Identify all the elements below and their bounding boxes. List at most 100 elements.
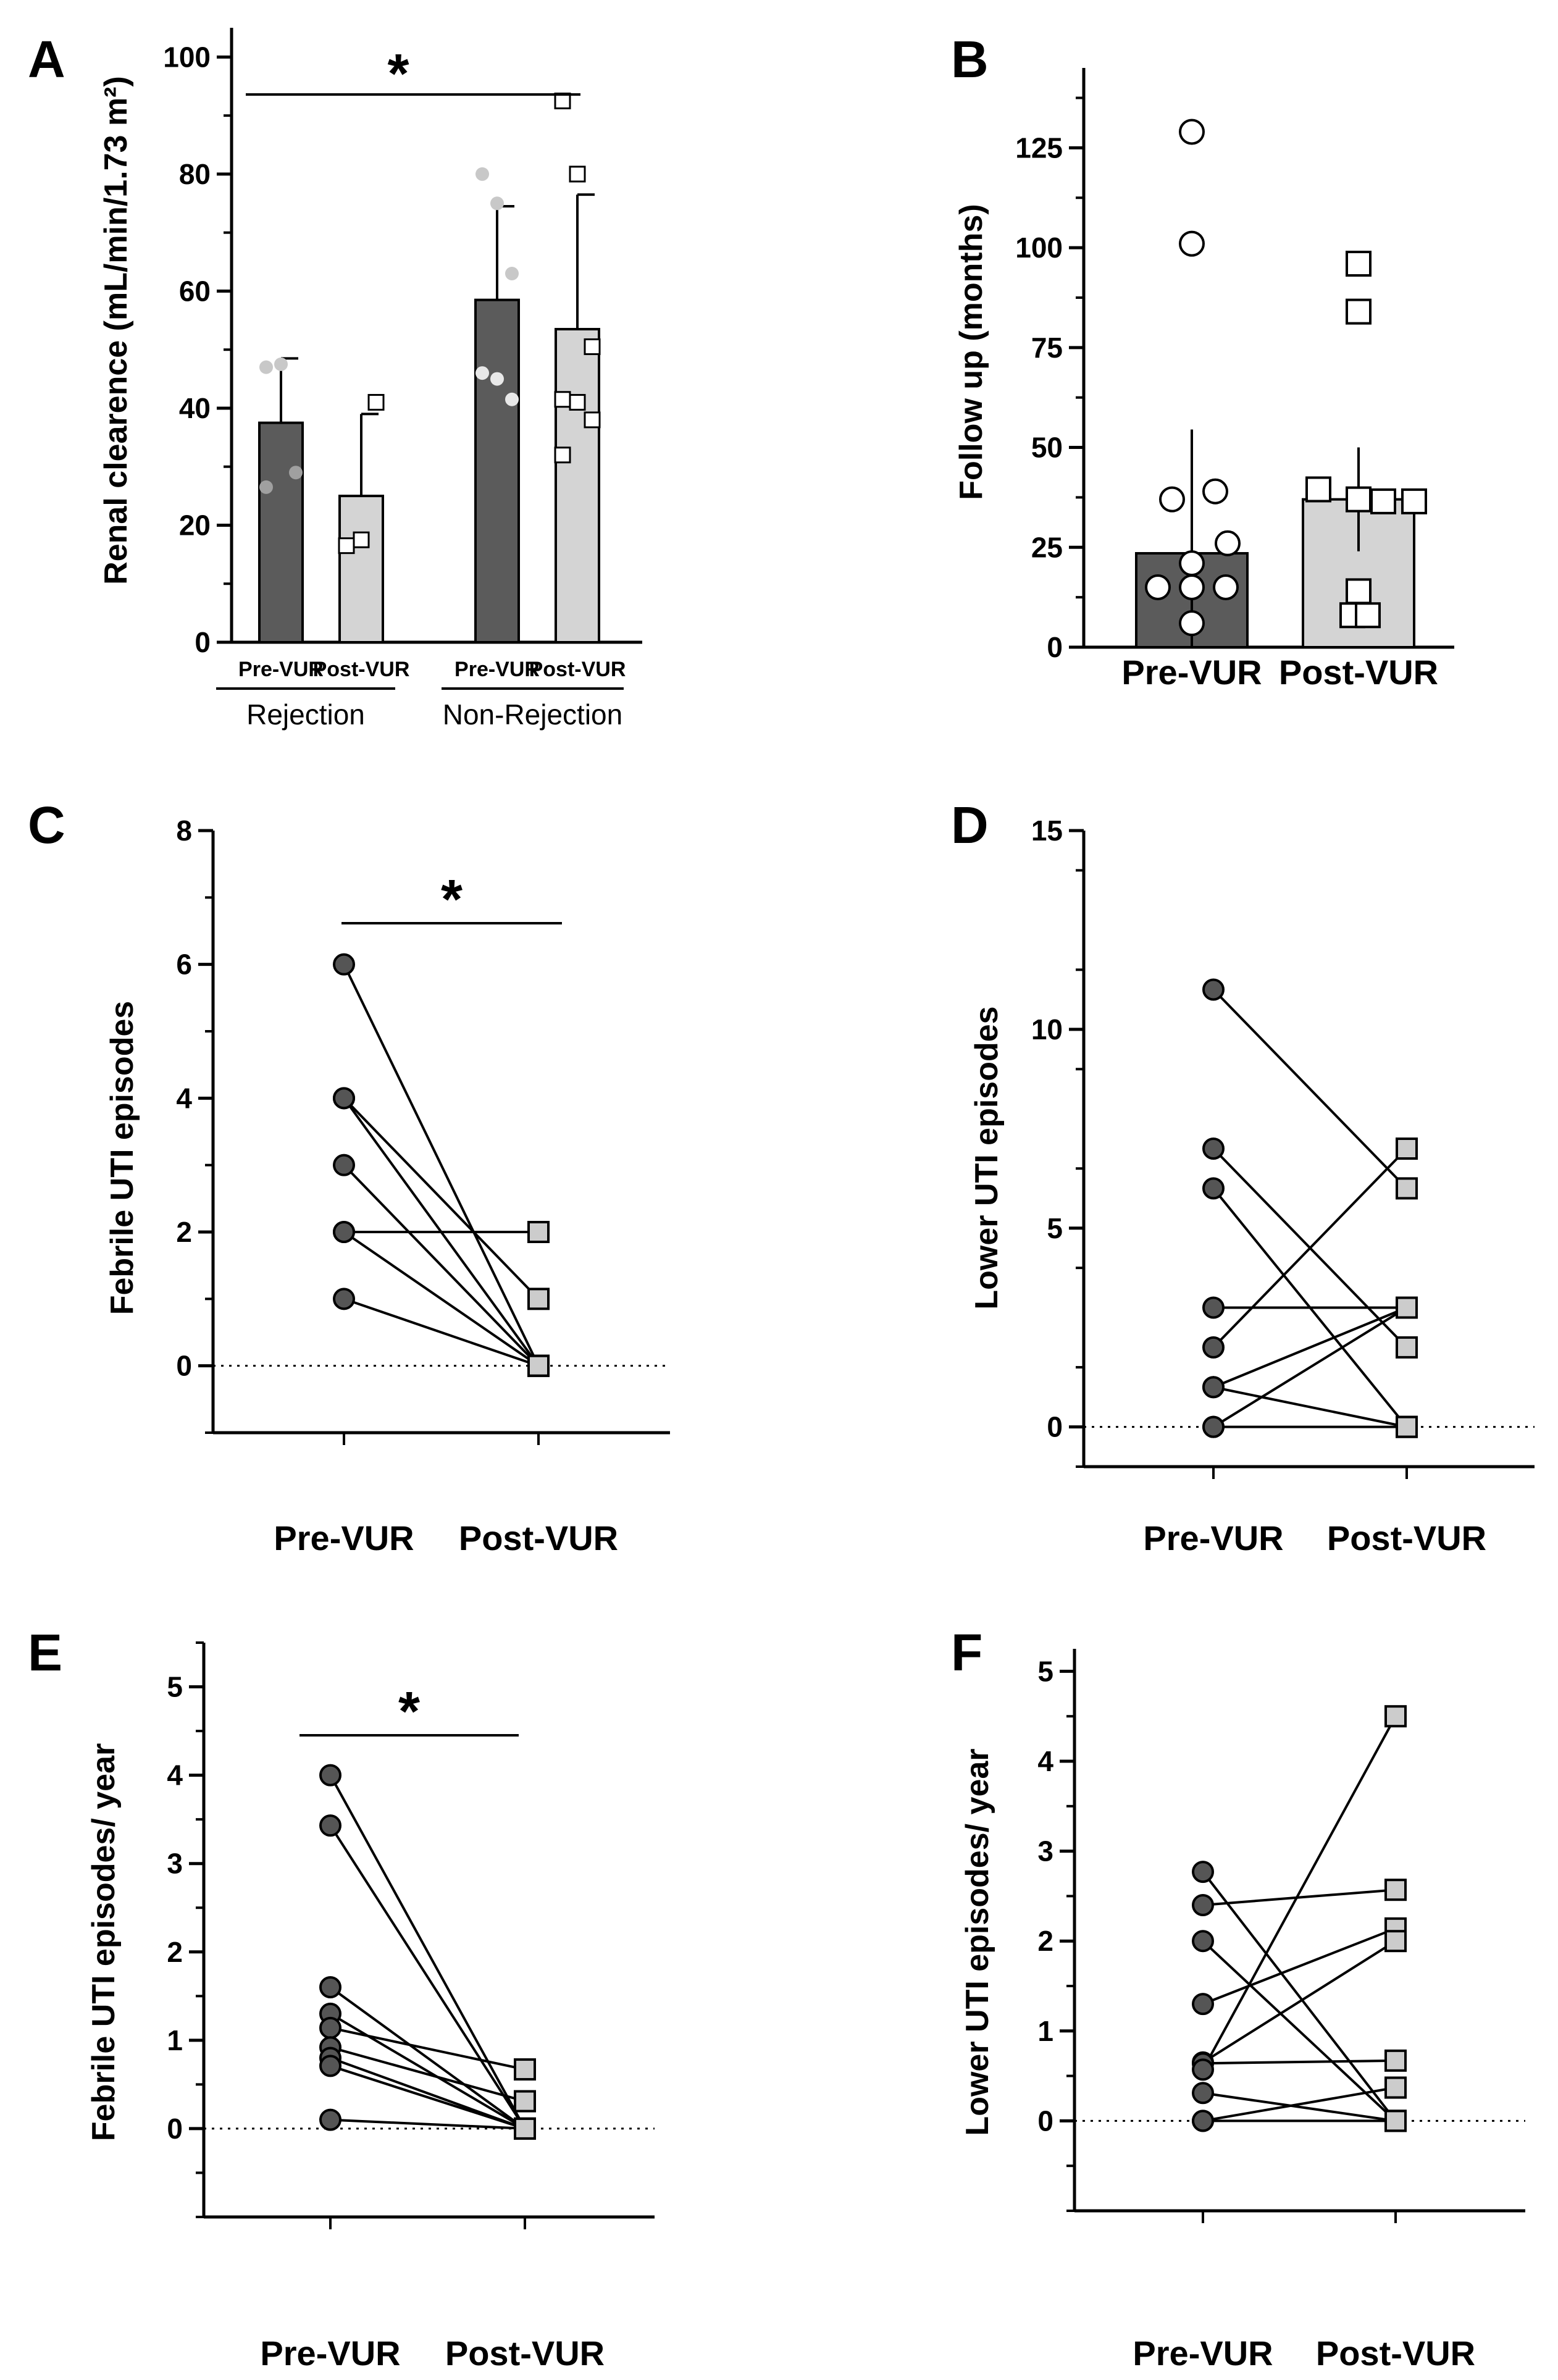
bar (258, 421, 304, 644)
data-point (569, 166, 586, 183)
y-tick-label: 8 (176, 815, 192, 847)
y-tick-label: 5 (1037, 1655, 1053, 1687)
data-point (338, 537, 355, 555)
pair-line (1202, 2092, 1396, 2122)
data-point (475, 167, 489, 181)
pre-point (1202, 1138, 1225, 1160)
data-point (584, 338, 601, 355)
pre-point (1202, 1415, 1225, 1438)
bar (338, 495, 384, 643)
panel-letter: A (28, 30, 65, 88)
pair-line (1202, 1927, 1396, 2005)
y-tick-label: 3 (167, 1848, 183, 1880)
x-tick-label: Post-VUR (313, 658, 410, 681)
post-point (1396, 1177, 1418, 1200)
data-point (1179, 610, 1205, 637)
pre-point (319, 1764, 341, 1787)
post-point (514, 2117, 536, 2140)
pair-line (343, 1231, 540, 1367)
y-tick-label: 0 (176, 1350, 192, 1382)
pair-line (343, 1297, 539, 1367)
x-tick-label: Post-VUR (1279, 653, 1438, 692)
data-point (554, 446, 571, 464)
post-point (527, 1221, 550, 1243)
pair-line (1212, 1147, 1408, 1349)
y-tick-label: 15 (1031, 815, 1063, 847)
data-point (259, 480, 273, 494)
y-tick-label: 5 (1047, 1212, 1063, 1244)
y-tick-label: 40 (179, 392, 211, 424)
data-point (353, 531, 370, 548)
data-point (1145, 574, 1171, 600)
y-tick-label: 2 (167, 1936, 183, 1968)
panel-e: 0 1 2 3 4 5 Febrile UTI episodes/ year E Pre-VUR… (28, 1624, 655, 2373)
y-axis-label: Renal clearence (mL/min/1.73 m²) (98, 76, 134, 585)
pair-line (1212, 1306, 1408, 1428)
panel-letter: B (951, 30, 989, 88)
y-tick-label: 60 (179, 275, 211, 307)
data-point (505, 267, 519, 280)
x-tick-label: Post-VUR (1327, 1519, 1486, 1557)
pair-line (343, 1164, 540, 1367)
pair-line (1202, 1871, 1397, 2122)
group-label: Rejection (246, 698, 365, 731)
pair-line (343, 1097, 540, 1300)
data-point (1215, 530, 1241, 556)
x-tick-label: Post-VUR (445, 2334, 605, 2373)
data-point (1213, 574, 1239, 600)
x-tick-label: Post-VUR (459, 1519, 618, 1557)
x-tick-label: Pre-VUR (274, 1519, 414, 1557)
x-tick-label: Post-VUR (529, 658, 626, 681)
pre-point (1192, 1861, 1214, 1883)
post-point (514, 2058, 536, 2081)
post-point (1384, 1879, 1407, 1901)
data-point (1346, 298, 1372, 325)
pair-line (329, 1774, 526, 2129)
data-point (1370, 488, 1396, 514)
pre-point (319, 1814, 341, 1837)
pair-line (329, 1986, 526, 2130)
bar (474, 298, 520, 643)
data-point (1305, 476, 1331, 503)
data-point (1179, 574, 1205, 600)
bar (555, 328, 600, 643)
pair-line (330, 2026, 526, 2071)
pre-point (319, 2108, 341, 2131)
post-point (1384, 2076, 1407, 2099)
y-tick-label: 100 (1015, 232, 1063, 264)
pair-line (330, 2118, 526, 2130)
x-tick-label: Post-VUR (1316, 2334, 1475, 2373)
pre-point (1192, 1993, 1214, 2016)
pair-line (330, 2046, 526, 2103)
panel-letter: F (951, 1624, 982, 1682)
y-tick-label: 0 (1037, 2105, 1053, 2137)
pair-line (1202, 2059, 1396, 2065)
post-point (1396, 1296, 1418, 1319)
data-point (475, 366, 489, 380)
y-tick-label: 3 (1037, 1835, 1053, 1867)
post-point (527, 1354, 550, 1377)
post-point (1384, 2049, 1407, 2072)
pre-point (319, 2055, 341, 2077)
pair-line (1202, 1940, 1397, 2064)
y-tick-label: 125 (1015, 132, 1063, 164)
y-tick-label: 1 (167, 2024, 183, 2056)
post-point (514, 2090, 536, 2113)
y-tick-label: 50 (1031, 432, 1063, 464)
post-point (1384, 1930, 1407, 1953)
y-axis-label: Febrile UTI episodes/ year (86, 1743, 122, 2141)
y-tick-label: 4 (176, 1082, 192, 1114)
panel-f: 0 1 2 3 4 5 Lower UTI episodes/ year F Pre-VUR Po… (951, 1624, 1525, 2373)
pre-point (1192, 2058, 1214, 2081)
post-point (1396, 1138, 1418, 1160)
data-point (1159, 486, 1185, 513)
data-point (1202, 478, 1228, 505)
pre-point (1192, 2082, 1214, 2105)
data-point (367, 393, 385, 411)
y-tick-label: 2 (176, 1216, 192, 1248)
x-tick-label: Pre-VUR (1133, 2334, 1273, 2373)
pre-point (1202, 1336, 1225, 1359)
x-tick-label: Pre-VUR (238, 658, 324, 681)
data-point (1346, 250, 1372, 277)
pre-point (333, 1154, 355, 1176)
